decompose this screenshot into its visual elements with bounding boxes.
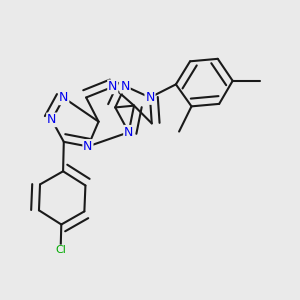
Text: N: N	[83, 140, 93, 153]
Text: N: N	[124, 126, 134, 139]
Text: N: N	[47, 113, 56, 126]
Text: N: N	[145, 91, 155, 104]
Text: Cl: Cl	[55, 245, 66, 255]
Text: N: N	[108, 80, 117, 93]
Text: N: N	[59, 92, 68, 104]
Text: N: N	[121, 80, 130, 93]
